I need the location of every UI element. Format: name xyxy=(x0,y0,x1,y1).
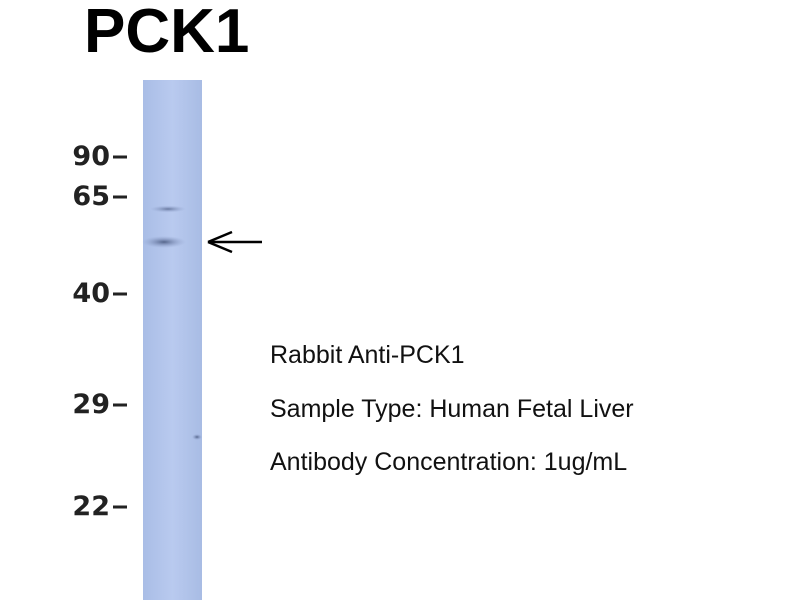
annotation-line: Sample Type: Human Fetal Liver xyxy=(270,395,634,423)
annotation-line: Rabbit Anti-PCK1 xyxy=(270,341,465,369)
size-markers: 90 65 40 29 22 xyxy=(72,141,127,522)
marker-label: 65 xyxy=(72,181,110,212)
title: PCK1 xyxy=(84,0,249,66)
annotation: Rabbit Anti-PCK1 Sample Type: Human Fetal… xyxy=(270,341,634,476)
band xyxy=(142,236,186,248)
marker-label: 29 xyxy=(72,389,110,420)
band xyxy=(150,205,186,213)
gel-lane xyxy=(143,80,202,600)
marker-label: 22 xyxy=(72,491,110,522)
annotation-line: Antibody Concentration: 1ug/mL xyxy=(270,448,627,476)
arrow xyxy=(207,230,262,254)
marker-label: 40 xyxy=(72,278,110,309)
band xyxy=(192,434,202,440)
marker-label: 90 xyxy=(72,141,110,172)
